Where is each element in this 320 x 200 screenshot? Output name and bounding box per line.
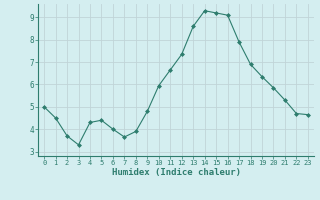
X-axis label: Humidex (Indice chaleur): Humidex (Indice chaleur) xyxy=(111,168,241,177)
